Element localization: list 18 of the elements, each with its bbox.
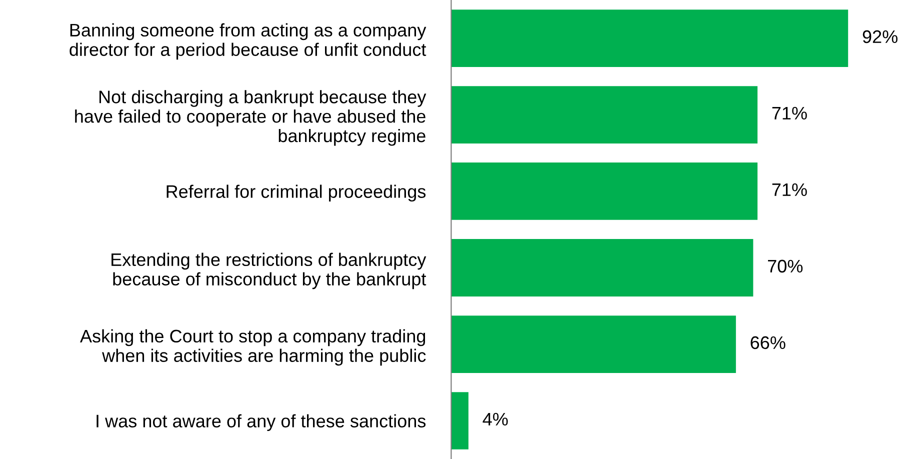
data-label: 4%	[482, 412, 508, 426]
bar	[451, 239, 754, 296]
y-tick-label: Extending the restrictions of bankruptcy because of misconduct by the bankrupt	[112, 252, 426, 290]
data-label: 71%	[772, 106, 807, 120]
y-tick-label: Referral for criminal proceedings	[166, 184, 426, 202]
data-label: 66%	[750, 336, 786, 350]
bar	[451, 10, 848, 67]
data-label: 71%	[772, 183, 807, 196]
bar	[451, 316, 736, 373]
data-label: 70%	[768, 260, 803, 273]
y-tick-label: Asking the Court to stop a company trading when its activities are harming the public	[80, 329, 426, 366]
bar	[451, 392, 468, 450]
bar	[451, 162, 758, 220]
bar	[451, 86, 758, 144]
y-tick-label: I was not aware of any of these sanctions	[96, 414, 426, 432]
y-tick-label: Banning someone from acting as a company director for a period because of unfit conduct	[70, 23, 426, 60]
y-tick-label: Not discharging a bankrupt because they have failed to cooperate or have abused the bankruptcy regime	[75, 90, 426, 146]
data-label: 92%	[862, 30, 898, 44]
